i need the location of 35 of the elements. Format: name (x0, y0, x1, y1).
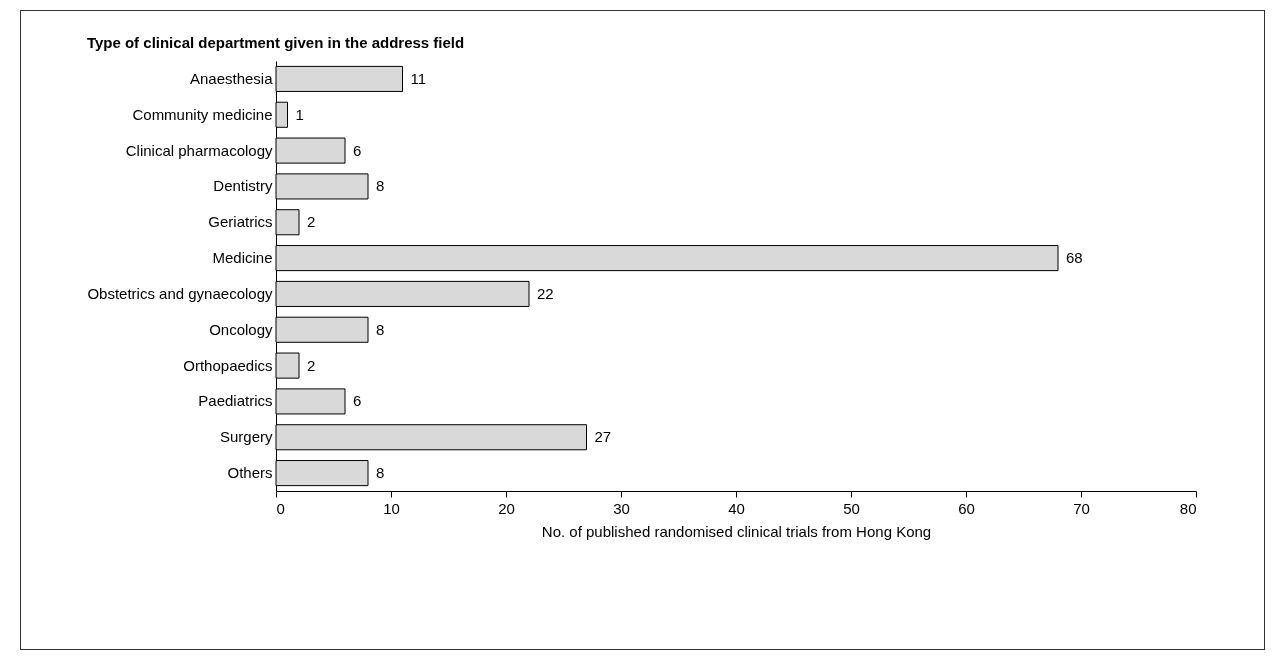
y-tick-label: Clinical pharmacology (125, 141, 273, 159)
data-label: 22 (537, 284, 554, 302)
x-tick-label: 60 (958, 499, 975, 517)
data-label: 11 (410, 69, 427, 87)
y-tick-label: Dentistry (213, 177, 273, 195)
y-tick-label: Surgery (219, 428, 273, 446)
y-tick-label: Anaesthesia (189, 69, 274, 87)
x-tick-label: 10 (383, 499, 400, 517)
y-tick-label: Orthopaedics (183, 356, 273, 374)
x-tick-label: 20 (498, 499, 515, 517)
y-tick-label: Oncology (209, 320, 273, 338)
chart-title: Type of clinical department given in the address field (86, 34, 465, 51)
y-tick-label: Medicine (212, 249, 273, 267)
data-label: 6 (353, 392, 362, 410)
y-tick-label: Obstetrics and gynaecology (87, 284, 273, 302)
x-tick-label: 40 (728, 499, 745, 517)
data-label: 2 (307, 213, 316, 231)
data-label: 2 (307, 356, 316, 374)
y-tick-label: Geriatrics (208, 213, 273, 231)
data-label: 8 (376, 177, 385, 195)
y-tick-label: Paediatrics (198, 392, 273, 410)
y-tick-label: Others (227, 464, 273, 482)
y-tick-label: Community medicine (132, 105, 273, 123)
x-tick-label: 30 (613, 499, 630, 517)
x-axis-title: No. of published randomised clinical trials from Hong Kong (541, 522, 932, 540)
x-tick-label: 70 (1073, 499, 1090, 517)
x-tick-label: 0 (276, 499, 285, 517)
x-tick-label: 80 (1179, 499, 1197, 517)
data-label: 6 (353, 141, 362, 159)
x-tick-label: 50 (843, 499, 860, 517)
data-label: 8 (376, 464, 385, 482)
data-label: 27 (594, 428, 612, 446)
data-label: 68 (1066, 249, 1083, 267)
data-label: 8 (376, 320, 385, 338)
data-label: 1 (295, 105, 304, 123)
